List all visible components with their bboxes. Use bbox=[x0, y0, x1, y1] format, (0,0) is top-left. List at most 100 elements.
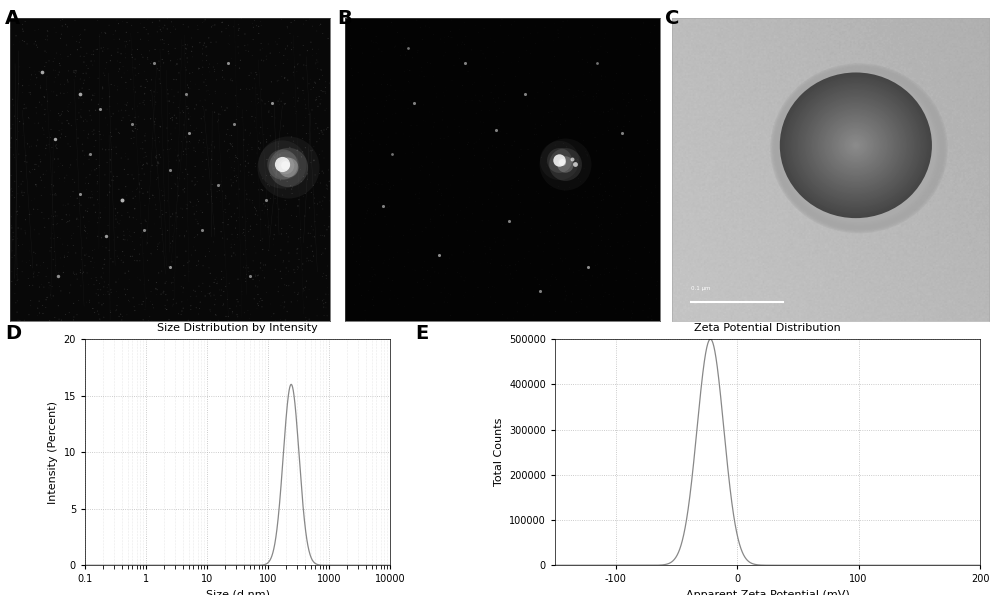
Point bbox=[137, 83, 153, 92]
Point bbox=[533, 153, 549, 162]
Point bbox=[150, 173, 166, 183]
Point bbox=[282, 143, 298, 152]
Point bbox=[93, 233, 109, 243]
Point bbox=[397, 149, 413, 158]
Point bbox=[189, 217, 205, 226]
Point bbox=[497, 249, 513, 259]
Point bbox=[308, 49, 324, 58]
Point bbox=[527, 93, 543, 103]
Point bbox=[41, 283, 57, 293]
Point bbox=[193, 221, 209, 230]
Point bbox=[339, 14, 355, 23]
Point bbox=[184, 129, 200, 138]
Point bbox=[245, 83, 261, 93]
Point bbox=[452, 44, 468, 54]
Point bbox=[590, 23, 606, 33]
Point bbox=[108, 214, 124, 224]
Point bbox=[137, 136, 153, 146]
Point bbox=[105, 30, 121, 39]
Point bbox=[283, 160, 299, 170]
Point bbox=[564, 54, 580, 64]
Point bbox=[207, 295, 223, 304]
Point bbox=[61, 118, 77, 128]
Point bbox=[15, 24, 31, 34]
Point bbox=[554, 157, 570, 167]
Point bbox=[318, 89, 334, 98]
Point bbox=[642, 27, 658, 37]
Point bbox=[239, 146, 255, 155]
Point bbox=[418, 223, 434, 232]
Point bbox=[149, 245, 165, 254]
Point bbox=[198, 42, 214, 52]
Point bbox=[310, 64, 326, 73]
Point bbox=[57, 177, 73, 186]
Point bbox=[632, 147, 648, 156]
Point bbox=[556, 185, 572, 195]
Point bbox=[103, 285, 119, 295]
Point bbox=[228, 216, 244, 226]
Point bbox=[298, 129, 314, 138]
Point bbox=[358, 315, 374, 325]
Point bbox=[364, 295, 380, 305]
Point bbox=[48, 48, 64, 58]
Point bbox=[366, 68, 382, 78]
Point bbox=[634, 111, 650, 121]
Point bbox=[46, 212, 62, 221]
Point bbox=[183, 292, 199, 301]
Point bbox=[142, 312, 158, 321]
Point bbox=[184, 176, 200, 186]
Point bbox=[418, 152, 434, 162]
Point bbox=[316, 302, 332, 312]
Circle shape bbox=[852, 142, 860, 149]
Point bbox=[226, 119, 242, 129]
Point bbox=[495, 151, 511, 160]
Circle shape bbox=[810, 102, 902, 189]
Point bbox=[53, 129, 69, 139]
Point bbox=[463, 45, 479, 55]
Point bbox=[22, 62, 38, 72]
Point bbox=[95, 299, 111, 308]
Point bbox=[574, 295, 590, 304]
Point bbox=[593, 220, 609, 229]
Point bbox=[166, 92, 182, 101]
Point bbox=[267, 113, 283, 123]
Point bbox=[509, 163, 525, 173]
Point bbox=[39, 133, 55, 142]
Point bbox=[568, 223, 584, 233]
Point bbox=[44, 282, 60, 292]
Point bbox=[223, 74, 239, 84]
Point bbox=[409, 193, 425, 203]
Point bbox=[283, 181, 299, 190]
Point bbox=[579, 151, 595, 161]
Point bbox=[258, 54, 274, 64]
Point bbox=[375, 117, 391, 126]
Point bbox=[280, 162, 296, 171]
Point bbox=[296, 172, 312, 181]
Point bbox=[477, 242, 493, 251]
Point bbox=[100, 280, 116, 290]
Point bbox=[454, 114, 470, 124]
Point bbox=[298, 104, 314, 113]
Point bbox=[110, 128, 126, 137]
Point bbox=[379, 96, 395, 105]
Point bbox=[286, 278, 302, 287]
Point bbox=[66, 312, 82, 322]
Point bbox=[254, 302, 270, 312]
Point bbox=[119, 18, 135, 27]
Point bbox=[347, 178, 363, 187]
Point bbox=[21, 88, 37, 98]
Point bbox=[604, 219, 620, 228]
Point bbox=[149, 153, 165, 162]
Point bbox=[72, 111, 88, 121]
Point bbox=[8, 134, 24, 144]
Point bbox=[286, 93, 302, 102]
Point bbox=[163, 28, 179, 37]
Text: C: C bbox=[665, 9, 679, 28]
Point bbox=[286, 43, 302, 52]
Point bbox=[368, 209, 384, 219]
Point bbox=[159, 123, 175, 133]
Circle shape bbox=[782, 75, 929, 216]
Point bbox=[528, 130, 544, 139]
Point bbox=[72, 268, 88, 277]
Point bbox=[43, 106, 59, 115]
